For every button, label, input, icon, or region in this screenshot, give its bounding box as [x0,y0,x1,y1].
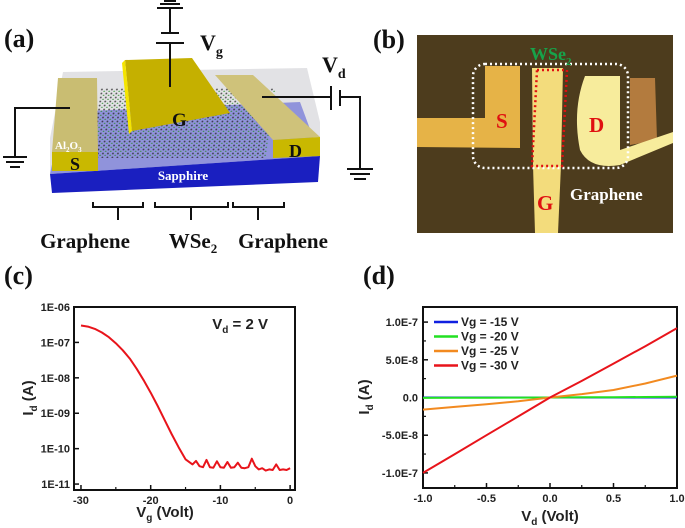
panel-a-label: (a) [4,24,34,53]
gate-electrode [125,58,230,131]
wse2-outline [471,62,630,170]
al2o3-label: Al2O3 [55,140,82,154]
y-tick-label: 1E-07 [41,337,70,349]
panel-c-transfer-curve: (c) Vd = 2 V Vg (Volt) Id (A) -30 -20 -10 0… [4,261,296,524]
x-axis-label: Vd (Volt) [521,508,579,528]
graphene-right-label: Graphene [238,229,328,253]
y-tick-label: 1E-10 [41,444,70,456]
y-tick-label: 5.0E-8 [386,355,418,367]
source-front [52,152,98,171]
x-tick-label: 0 [287,495,293,507]
channel-outline [530,68,569,168]
y-tick-label: 1.0E-7 [386,317,418,329]
source-label: S [496,109,508,133]
drain-electrode [215,75,320,140]
x-tick-label: -1.0 [414,493,433,505]
y-tick-label: 0.0 [403,393,418,405]
panel-b-label: (b) [373,25,405,54]
x-tick-label: 1.0 [669,493,684,505]
panel-c-label: (c) [4,261,33,290]
x-axis-label: Vg (Volt) [136,504,194,524]
y-tick-label: 1E-06 [41,302,70,314]
panel-a-device-schematic: (a) Sapphire Al2O3 S D G Vg Vd Graphene … [3,0,373,256]
data-series-line [422,327,678,474]
legend-label: Vg = -25 V [461,344,519,358]
drain-label: D [589,113,604,137]
graphene-label: Graphene [570,185,643,204]
x-tick-label: 0.5 [606,493,621,505]
vd-annotation: Vd = 2 V [212,316,268,336]
drain-pad [576,76,673,166]
data-series-line [422,374,678,411]
x-tick-label: -30 [73,495,89,507]
x-tick-label: -0.5 [477,493,496,505]
gate-edge [122,60,132,134]
panel-d-output-curves: (d) Vd (Volt) Id (A) -1.0 -0.5 0.0 0.5 1.0 1.… [356,261,685,528]
drain-front [273,137,320,158]
legend-label: Vg = -15 V [461,315,519,329]
wse2-label: WSe2 [530,44,572,68]
source-pad [417,66,520,148]
data-series-line [80,324,291,472]
source-electrode [52,78,98,152]
drain-label: D [289,141,302,161]
legend-label: Vg = -30 V [461,359,519,373]
gate-label: G [172,110,187,131]
x-tick-label: 0.0 [542,493,557,505]
sapphire-substrate [50,156,320,193]
gate-label: G [537,191,553,215]
legend-label: Vg = -20 V [461,330,519,344]
gate-strip [532,68,563,233]
y-tick-label: 1E-09 [41,408,70,420]
vg-label: Vg [200,30,223,60]
sapphire-label: Sapphire [158,168,209,183]
graphene-region [630,78,657,145]
y-tick-label: 1E-08 [41,373,70,385]
source-label: S [70,154,80,174]
y-tick-label: 1E-11 [41,479,70,491]
wse2-label: WSe2 [169,229,218,256]
y-axis-label: Id (A) [356,379,376,414]
panel-d-label: (d) [363,261,395,290]
panel-b-micrograph: (b) WSe2 S D G Graphene [373,25,673,233]
vd-label: Vd [322,52,346,82]
y-tick-label: -5.0E-8 [382,430,418,442]
plot-frame [73,306,296,491]
x-tick-label: -20 [143,495,159,507]
y-tick-label: -1.0E-7 [382,468,418,480]
circuit-wires [3,0,373,220]
graphene-left-label: Graphene [40,229,130,253]
x-tick-label: -10 [212,495,228,507]
y-axis-label: Id (A) [20,380,40,415]
